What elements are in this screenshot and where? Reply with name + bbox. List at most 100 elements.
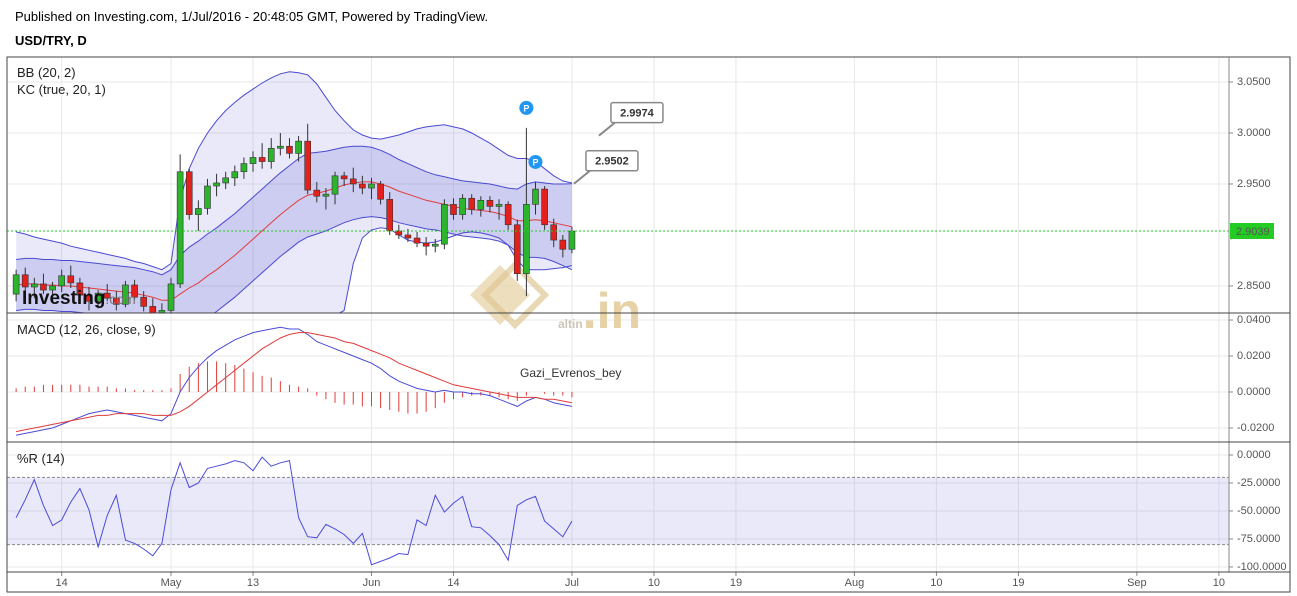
y-tick-label: 2.8500 [1237, 280, 1271, 292]
published-note: Published on Investing.com, 1/Jul/2016 -… [15, 9, 488, 24]
candle-body [85, 294, 93, 302]
candle-body [131, 284, 138, 298]
candle-body [277, 145, 284, 149]
indicator-label: MACD (12, 26, close, 9) [17, 322, 156, 337]
logo-text: altin.in [558, 283, 641, 339]
x-tick-label: 19 [1012, 577, 1024, 589]
pivot-label: P [532, 157, 538, 167]
candle-body [204, 185, 211, 209]
candle-body [58, 275, 65, 287]
plot-area [12, 71, 576, 313]
callout-box [610, 101, 664, 124]
candle-body [377, 183, 384, 200]
candle-body [441, 204, 448, 245]
candle-body [450, 204, 457, 215]
last-price-tag [1230, 222, 1274, 239]
indicator-line [16, 332, 572, 433]
pivot-label: P [523, 103, 529, 113]
x-tick-label: Sep [1127, 577, 1147, 589]
candle-body [31, 283, 38, 288]
candle-body [359, 183, 366, 189]
y-tick-label: -0.0200 [1237, 422, 1274, 434]
candle-body [258, 157, 266, 162]
candle-body [422, 242, 430, 247]
x-tick-label: Jun [363, 577, 381, 589]
indicator-label: BB (20, 2) [17, 65, 76, 80]
y-tick-label: 2.9500 [1237, 178, 1271, 190]
candle-body [295, 140, 302, 154]
candle-body [495, 204, 503, 207]
y-tick-label: -50.0000 [1237, 505, 1280, 517]
candle-body [94, 292, 102, 302]
candle-body [67, 275, 75, 284]
y-tick-label: 0.0000 [1237, 386, 1271, 398]
logo-suffix: .in [583, 283, 641, 339]
x-tick-label: 10 [648, 577, 660, 589]
y-tick-label: 0.0000 [1237, 449, 1271, 461]
callout-leader [598, 121, 616, 137]
candle-body [550, 224, 558, 241]
candle-body [386, 198, 394, 232]
candle-body [395, 230, 403, 236]
basis-line [16, 181, 573, 301]
logo-shape [480, 260, 550, 330]
candle-body [368, 183, 375, 189]
callout-label: 2.9502 [595, 156, 629, 168]
candle-body [532, 188, 539, 205]
candle-body [76, 282, 84, 296]
x-tick-label: Aug [845, 577, 865, 589]
candle-body [167, 283, 175, 311]
candle-body [404, 234, 412, 239]
candle-body [185, 171, 193, 215]
band-fill [16, 71, 572, 313]
y-tick-label: -75.0000 [1237, 533, 1280, 545]
band-fill [16, 146, 572, 313]
grid [7, 57, 1229, 313]
y-tick-label: 0.0200 [1237, 350, 1271, 362]
candle-body [504, 204, 512, 226]
symbol-title: USD/TRY, D [15, 33, 87, 48]
x-tick-label: 13 [247, 577, 259, 589]
band-line [15, 71, 573, 271]
indicator-line [16, 326, 572, 436]
indicator-line [15, 456, 573, 566]
last-price-label: 2.9039 [1236, 226, 1270, 238]
x-tick-label: May [161, 577, 182, 589]
grid [7, 442, 1229, 572]
candle-body [568, 230, 576, 250]
plot-area [7, 456, 1229, 566]
candle-body [176, 171, 184, 285]
candle-body [331, 175, 339, 195]
x-tick-label: 14 [447, 577, 459, 589]
candle-body [158, 310, 166, 313]
candle-body [113, 297, 120, 305]
x-tick-label: 14 [56, 577, 68, 589]
plot-area [15, 326, 573, 436]
band-line [16, 145, 572, 276]
candle-body [21, 274, 29, 288]
callout-leader [573, 169, 591, 185]
logo-main: altin [558, 317, 583, 331]
candle-body [231, 171, 239, 179]
candle-body [459, 197, 466, 215]
candle-body [413, 237, 421, 244]
candle-body [313, 189, 321, 197]
x-tick-label: 19 [730, 577, 742, 589]
y-tick-label: 3.0500 [1237, 76, 1271, 88]
y-tick-label: -100.0000 [1237, 561, 1287, 573]
candle-body [49, 285, 56, 291]
frame [6, 56, 1291, 593]
x-tick-label: 10 [1213, 577, 1225, 589]
brand-logo: Investing.com [22, 288, 136, 309]
pivot-marker [519, 100, 534, 115]
candle-body [12, 274, 20, 295]
band-line [16, 216, 573, 313]
candle-body [149, 306, 157, 313]
candle-body [213, 182, 220, 187]
candle-body [240, 163, 248, 173]
callout-label: 2.9974 [620, 108, 655, 120]
candle-body [286, 145, 293, 154]
